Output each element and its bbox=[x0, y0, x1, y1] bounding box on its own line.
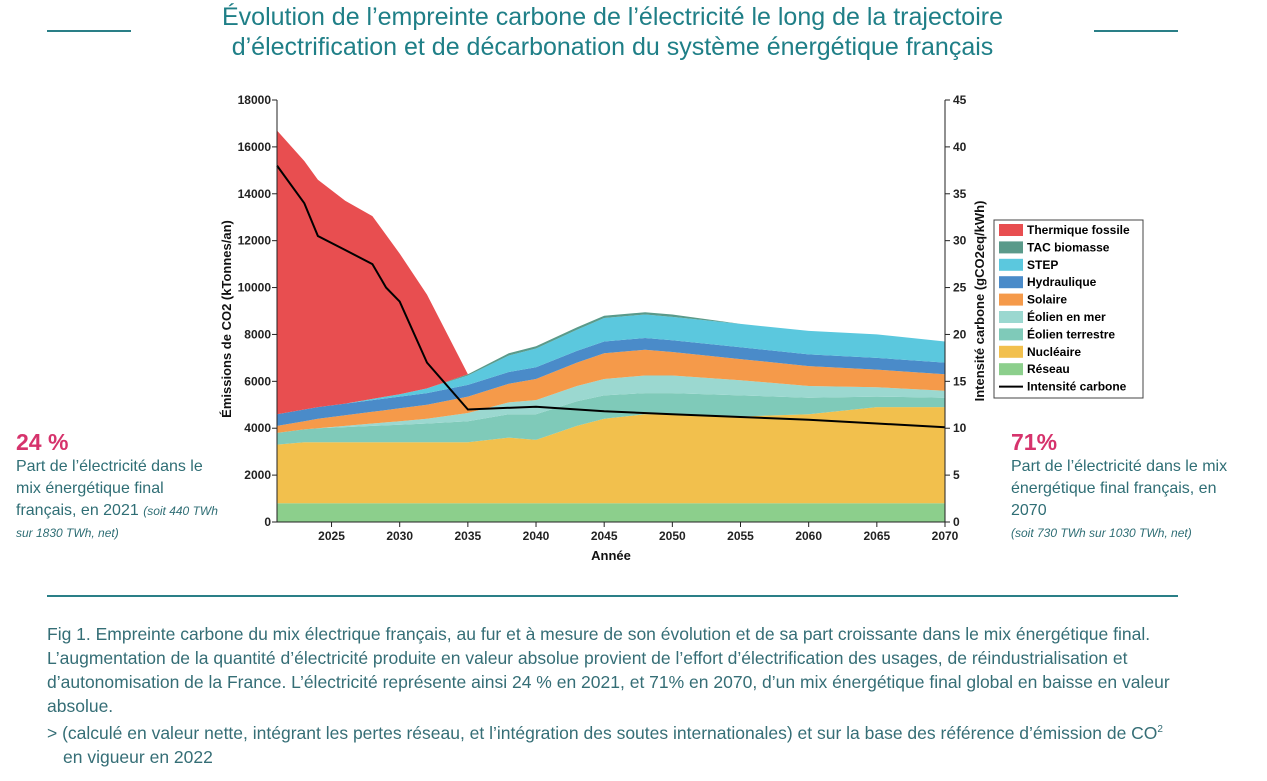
y-tick-label: 16000 bbox=[238, 140, 272, 154]
y-tick-label: 18000 bbox=[238, 93, 272, 107]
y-tick-label: 2000 bbox=[244, 468, 271, 482]
legend-label-intensite-carbone: Intensité carbone bbox=[1027, 380, 1127, 394]
right-stat: 71% Part de l’électricité dans le mix én… bbox=[1011, 428, 1251, 544]
y2-tick-label: 10 bbox=[953, 421, 967, 435]
y2-tick-label: 20 bbox=[953, 327, 967, 341]
area-step bbox=[277, 314, 945, 415]
y-tick-label: 10000 bbox=[238, 281, 272, 295]
y-axis-label: Émissions de CO2 (kTonnes/an) bbox=[219, 220, 234, 418]
legend-swatch-reseau bbox=[999, 363, 1023, 376]
y2-tick-label: 15 bbox=[953, 374, 967, 388]
y-tick-label: 4000 bbox=[244, 421, 271, 435]
legend-swatch-solaire bbox=[999, 293, 1023, 306]
area-eolien-terrestre bbox=[277, 393, 945, 445]
x-tick-label: 2060 bbox=[795, 529, 822, 543]
legend-label-step: STEP bbox=[1027, 258, 1058, 272]
y2-tick-label: 25 bbox=[953, 281, 967, 295]
legend-label-tac-biomasse: TAC biomasse bbox=[1027, 240, 1110, 254]
caption-note-sup: 2 bbox=[1157, 724, 1163, 735]
x-axis-label: Année bbox=[591, 548, 631, 563]
y-tick-label: 6000 bbox=[244, 374, 271, 388]
legend-swatch-eolien-en-mer bbox=[999, 311, 1023, 323]
left-stat: 24 % Part de l’électricité dans le mix é… bbox=[16, 428, 221, 544]
y-tick-label: 12000 bbox=[238, 234, 272, 248]
right-stat-note: (soit 730 TWh sur 1030 TWh, net) bbox=[1011, 526, 1192, 540]
caption-note-end: en vigueur en 2022 bbox=[63, 746, 213, 767]
x-tick-label: 2065 bbox=[863, 529, 890, 543]
caption-note-main: > (calculé en valeur nette, intégrant le… bbox=[47, 722, 1158, 743]
legend-label-nucleaire: Nucléaire bbox=[1027, 345, 1081, 359]
y2-tick-label: 40 bbox=[953, 140, 967, 154]
right-stat-percent: 71% bbox=[1011, 429, 1058, 455]
right-stat-text: Part de l’électricité dans le mix énergé… bbox=[1011, 458, 1228, 519]
figure-caption: Fig 1. Empreinte carbone du mix électriq… bbox=[47, 622, 1187, 769]
line-intensite-carbone bbox=[276, 165, 946, 429]
x-tick-label: 2055 bbox=[727, 529, 754, 543]
legend-label-eolien-terrestre: Éolien terrestre bbox=[1027, 326, 1115, 341]
y2-tick-label: 35 bbox=[953, 187, 967, 201]
carbon-footprint-chart: 0 2000 4000 6000 8000 10000 12000 14000 16000 180… bbox=[219, 93, 1144, 563]
legend-swatch-hydraulique bbox=[999, 276, 1023, 289]
chart-title-line1: Évolution de l’empreinte carbone de l’él… bbox=[222, 3, 1003, 31]
legend-swatch-step bbox=[999, 258, 1023, 271]
caption-note: > (calculé en valeur nette, intégrant le… bbox=[47, 718, 1187, 769]
area-solaire bbox=[277, 349, 945, 433]
x-tick-label: 2050 bbox=[659, 529, 686, 543]
legend-label-hydraulique: Hydraulique bbox=[1027, 275, 1097, 289]
caption-divider bbox=[47, 595, 1178, 597]
left-stat-text: Part de l’électricité dans le mix énergé… bbox=[16, 458, 203, 519]
chart-title-line2: d’électrification et de décarbonation du… bbox=[231, 33, 994, 61]
area-eolien-en-mer bbox=[277, 375, 945, 433]
x-tick-label: 2070 bbox=[932, 529, 959, 543]
y2-tick-label: 0 bbox=[953, 515, 960, 529]
title-rule-left bbox=[47, 30, 131, 32]
legend-swatch-tac-biomasse bbox=[999, 241, 1023, 254]
chart-title: Évolution de l’empreinte carbone de l’él… bbox=[140, 2, 1085, 62]
legend-label-thermique-fossile: Thermique fossile bbox=[1027, 223, 1130, 237]
area-reseau bbox=[277, 503, 945, 522]
y-tick-label: 0 bbox=[264, 515, 271, 529]
x-tick-label: 2030 bbox=[386, 529, 413, 543]
x-tick-label: 2025 bbox=[318, 529, 345, 543]
y2-tick-label: 45 bbox=[953, 93, 967, 107]
legend-label-reseau: Réseau bbox=[1027, 362, 1070, 376]
area-thermique-fossile bbox=[277, 130, 945, 415]
y2-tick-label: 30 bbox=[953, 234, 967, 248]
y2-axis-label: Intensité carbone (gCO2eq/kWh) bbox=[972, 201, 987, 402]
y2-tick-label: 5 bbox=[953, 468, 960, 482]
x-tick-label: 2040 bbox=[523, 529, 550, 543]
left-stat-note: (soit 440 TWh sur 1830 TWh, net) bbox=[16, 504, 218, 540]
title-rule-right bbox=[1094, 30, 1178, 32]
legend-swatch-thermique-fossile bbox=[999, 224, 1023, 236]
legend-swatch-nucleaire bbox=[999, 345, 1023, 358]
x-tick-label: 2035 bbox=[455, 529, 482, 543]
legend-label-solaire: Solaire bbox=[1027, 293, 1067, 307]
x-tick-label: 2045 bbox=[591, 529, 618, 543]
caption-paragraph: Fig 1. Empreinte carbone du mix électriq… bbox=[47, 624, 1170, 716]
left-stat-percent: 24 % bbox=[16, 429, 69, 455]
y-tick-label: 8000 bbox=[244, 327, 271, 341]
legend-swatch-eolien-terrestre bbox=[999, 328, 1023, 341]
area-nucleaire bbox=[277, 407, 945, 504]
area-hydraulique bbox=[277, 338, 945, 426]
legend-label-eolien-en-mer: Éolien en mer bbox=[1027, 309, 1106, 324]
y-tick-label: 14000 bbox=[238, 187, 272, 201]
